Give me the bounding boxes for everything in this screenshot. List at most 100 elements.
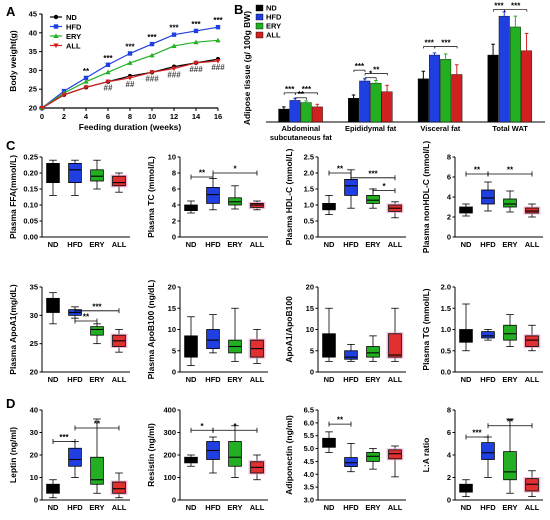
a-y-tick-label: 25 bbox=[29, 85, 37, 94]
d4-category-label: ALL bbox=[525, 503, 540, 512]
b-significance-label: ** bbox=[298, 90, 305, 99]
d2-y-tick-label: 0 bbox=[172, 496, 176, 505]
a-point-hfd bbox=[171, 32, 177, 37]
c3-box-ery bbox=[366, 194, 380, 204]
d2-y-tick-label: 100 bbox=[163, 473, 176, 482]
d3-y-tick-label: 4.0 bbox=[304, 470, 314, 479]
a-legend-marker bbox=[53, 24, 59, 29]
c5-y-tick-label: 20 bbox=[30, 368, 38, 377]
a-legend-label: ALL bbox=[66, 42, 81, 51]
c2-y-axis-label: Plasma TC (mmol/L) bbox=[146, 156, 156, 238]
d3-y-axis-label: Adiponectin (ng/ml) bbox=[284, 415, 294, 495]
b-bar-ery bbox=[370, 82, 382, 123]
d3-category-label: ERY bbox=[365, 503, 380, 512]
a-point-hfd bbox=[193, 28, 199, 34]
a-point-all bbox=[127, 75, 133, 81]
d2-category-label: ND bbox=[186, 503, 197, 512]
b-legend-label: ALL bbox=[266, 31, 281, 40]
box-plot-c4: 0 2 4 6 8 ND HFD ERY ALL ** ** Plasma nonHDL-C (mmo… bbox=[421, 141, 543, 253]
a-y-tick-label: 40 bbox=[29, 28, 37, 37]
a-significance-top: *** bbox=[191, 20, 201, 29]
b-bar-ery bbox=[440, 59, 452, 123]
d3-category-label: ALL bbox=[388, 503, 403, 512]
a-point-all bbox=[215, 59, 221, 64]
a-x-tick-label: 8 bbox=[128, 112, 132, 121]
c3-category-label: ERY bbox=[365, 240, 380, 249]
a-significance-top: *** bbox=[169, 24, 179, 33]
d2-significance-label: * bbox=[200, 422, 204, 431]
d3-y-tick-label: 3.5 bbox=[304, 483, 314, 492]
box-plot-c8: 0.0 0.5 1.0 1.5 2.0 ND HFD ERY ALL Plasma TG (mmo… bbox=[421, 283, 543, 384]
a-point-hfd bbox=[105, 62, 111, 67]
c7-category-label: ALL bbox=[388, 375, 403, 384]
c2-category-label: ND bbox=[186, 240, 197, 249]
d1-y-tick-label: 10 bbox=[30, 473, 38, 482]
a-y-tick-label: 20 bbox=[29, 104, 37, 113]
c8-y-tick-label: 2.0 bbox=[441, 283, 451, 292]
c3-category-label: ND bbox=[324, 240, 335, 249]
box-plot-d2: 0 100 200 300 400 ND HFD ERY ALL * * Resistin (ng/m… bbox=[146, 406, 268, 512]
b-legend-swatch bbox=[255, 31, 264, 39]
a-significance-bottom: ### bbox=[167, 71, 181, 80]
a-point-ery bbox=[83, 79, 89, 84]
c8-y-tick-label: 0.0 bbox=[441, 368, 451, 377]
b-significance-label: *** bbox=[285, 85, 295, 94]
d4-significance-label: *** bbox=[472, 429, 482, 438]
panel-label-a: A bbox=[6, 4, 16, 19]
b-category-label: Visceral fat bbox=[420, 124, 460, 133]
c3-category-label: HFD bbox=[343, 240, 359, 249]
d2-y-axis-label: Resistin (ng/ml) bbox=[146, 423, 156, 487]
b-bar-nd bbox=[278, 108, 290, 123]
b-bar-hfd bbox=[498, 15, 510, 123]
d1-category-label: ND bbox=[48, 503, 59, 512]
d1-y-axis-label: Leptin (ng/ml) bbox=[8, 427, 18, 483]
d2-category-label: HFD bbox=[205, 503, 221, 512]
a-point-ery bbox=[193, 39, 199, 45]
c3-significance-label: * bbox=[382, 182, 386, 191]
b-y-axis-label: Adipose tissue (g/ 100g BW) bbox=[242, 11, 252, 125]
a-significance-bottom: ## bbox=[126, 80, 135, 89]
a-point-ery bbox=[127, 60, 133, 65]
box-plot-d3: 3.0 3.5 4.0 4.5 5.0 5.5 6.0 6.5 ND HFD ERY ALL ** Adi… bbox=[284, 406, 406, 512]
c8-box-all bbox=[525, 335, 539, 347]
c4-y-tick-label: 8 bbox=[447, 153, 451, 162]
b-significance-label: ** bbox=[373, 65, 380, 74]
a-x-tick-label: 14 bbox=[192, 112, 201, 121]
a-significance-top: *** bbox=[103, 54, 113, 63]
b-category-label: Total WAT bbox=[492, 124, 528, 133]
c5-category-label: HFD bbox=[67, 375, 83, 384]
a-point-all bbox=[83, 85, 89, 90]
c8-category-label: ERY bbox=[502, 375, 517, 384]
c1-y-axis-label: Plasma FFA(mmol/L) bbox=[8, 155, 18, 239]
b-significance-label: * bbox=[369, 70, 373, 79]
a-x-tick-label: 12 bbox=[170, 112, 178, 121]
c4-y-tick-label: 6 bbox=[447, 173, 451, 182]
d3-box-hfd bbox=[344, 457, 358, 467]
c3-category-label: ALL bbox=[388, 240, 403, 249]
d4-category-label: ERY bbox=[502, 503, 517, 512]
c7-y-tick-label: 10 bbox=[306, 325, 314, 334]
b-bar-nd bbox=[487, 54, 499, 123]
c6-box-nd bbox=[184, 335, 198, 358]
a-legend-marker bbox=[53, 43, 59, 49]
c7-y-axis-label: ApoA1/ApoB100 bbox=[284, 296, 294, 363]
c8-y-tick-label: 1.0 bbox=[441, 325, 451, 334]
d3-y-tick-label: 6.0 bbox=[304, 418, 314, 427]
b-bar-ery bbox=[509, 26, 521, 123]
b-bar-all bbox=[521, 50, 533, 123]
b-category-label: Epididymal fat bbox=[345, 124, 397, 133]
c3-y-axis-label: Plasma HDL-C (mmol/L) bbox=[284, 148, 294, 245]
c4-significance-label: ** bbox=[507, 166, 514, 175]
c1-category-label: ALL bbox=[112, 240, 127, 249]
c6-y-tick-label: 0 bbox=[172, 368, 176, 377]
b-significance-label: *** bbox=[355, 62, 365, 71]
c4-y-tick-label: 0 bbox=[447, 233, 451, 242]
d3-category-label: HFD bbox=[343, 503, 359, 512]
d1-y-tick-label: 40 bbox=[30, 406, 38, 415]
c2-y-tick-label: 8 bbox=[172, 169, 176, 178]
b-bar-hfd bbox=[429, 54, 440, 123]
b-bar-all bbox=[311, 106, 323, 123]
c1-y-tick-label: 0.25 bbox=[23, 153, 38, 162]
